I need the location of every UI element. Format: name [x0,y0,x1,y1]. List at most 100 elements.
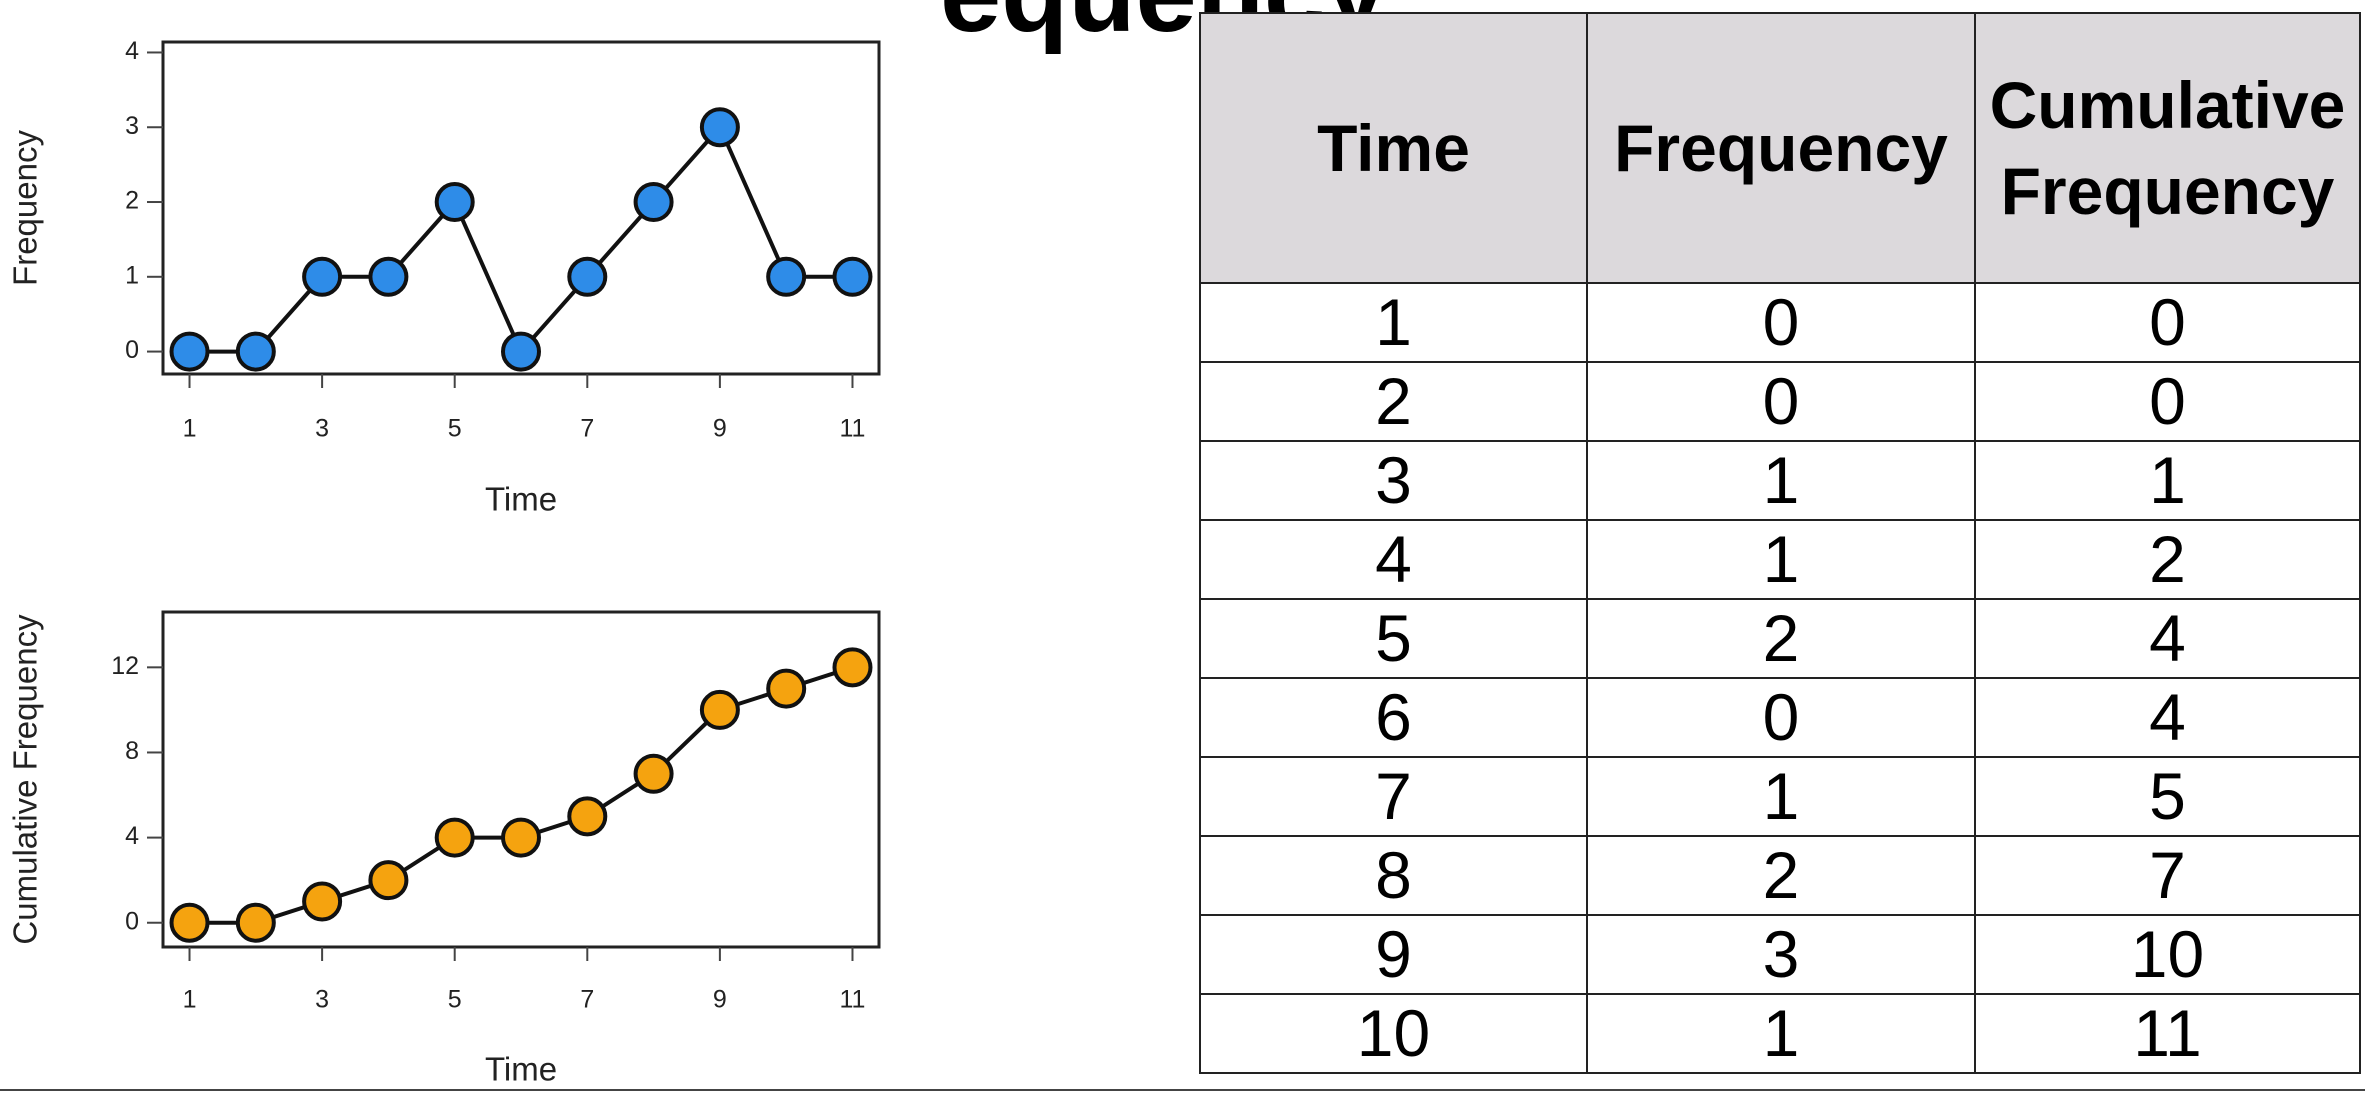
x-axis-label: Time [485,481,557,518]
y-tick-label: 2 [125,187,139,215]
table-cell: 1 [1974,440,2361,521]
table-cell: 0 [1586,282,1976,363]
line [189,123,853,356]
point [169,331,210,372]
table-cell: 2 [1199,361,1588,442]
x-tick-label: 7 [580,986,594,1014]
x-tick-label: 11 [840,986,866,1014]
point [434,817,475,858]
table-cell: 0 [1586,361,1976,442]
table-cell: 3 [1199,440,1588,521]
point [368,256,409,297]
table-cell: 10 [1974,914,2361,995]
table-cell: 6 [1199,677,1588,758]
x-tick-label: 1 [183,986,197,1014]
point [501,817,541,858]
x-tick-label: 5 [448,986,462,1014]
y-axis-label: Cumulative Frequency [7,614,44,945]
x-axis-label: Time [485,1051,557,1088]
table-cell: 10 [1199,993,1588,1074]
table-cell: 1 [1199,282,1588,363]
table-cell: 8 [1199,835,1588,916]
y-tick-label: 1 [125,261,139,289]
header-row: Time Frequency Cumulative Frequency [1199,12,2361,284]
y-tick-label: 3 [125,112,139,140]
table-cell: 11 [1974,993,2361,1074]
table-row: 10 1 11 [1199,993,2361,1074]
plot-frame [161,40,881,376]
table-cell: 5 [1974,756,2361,837]
x-tick-label: 7 [580,415,594,443]
point [302,881,343,922]
point [766,668,807,709]
plot-frame [161,610,881,949]
x-tick-label: 3 [315,415,329,443]
table-row: 9 3 10 [1199,914,2361,995]
point [567,256,608,297]
column-header: Cumulative Frequency [1974,12,2361,284]
table-cell: 1 [1586,756,1976,837]
point [501,331,541,372]
table-cell: 2 [1586,835,1976,916]
y-tick-label: 4 [125,37,139,65]
point [302,256,343,297]
y-tick-label: 8 [125,737,139,765]
point [169,902,210,943]
table-body: 1 0 0 2 0 0 3 1 1 4 1 2 5 2 4 6 0 4 7 1 5 8 2 7 9 3 10 10 1 11 [1199,282,2361,1074]
point [235,902,276,943]
y-tick-label: 4 [125,822,139,850]
point [832,256,873,297]
point [434,182,475,223]
x-tick-label: 11 [840,415,866,443]
y-axis-label: Frequency [7,130,44,286]
point [368,860,409,901]
column-header: Frequency [1586,12,1976,284]
table-cell: 4 [1199,519,1588,600]
point [699,107,740,148]
bottom-border [0,1089,2365,1091]
point [235,331,276,372]
point [567,796,608,837]
table-cell: 0 [1974,361,2361,442]
table-cell: 1 [1586,440,1976,521]
point [633,182,674,223]
x-tick-label: 9 [713,415,727,443]
table-cell: 3 [1586,914,1976,995]
x-tick-label: 5 [448,415,462,443]
table-cell: 9 [1199,914,1588,995]
point [633,753,674,794]
table-cell: 2 [1974,519,2361,600]
table-cell: 4 [1974,598,2361,679]
point [832,647,873,688]
point [699,689,740,730]
y-tick-label: 12 [111,652,139,680]
table-cell: 4 [1974,677,2361,758]
y-tick-label: 0 [125,907,139,935]
table-cell: 1 [1586,519,1976,600]
table-cell: 0 [1586,677,1976,758]
line [189,665,854,925]
table-cell: 5 [1199,598,1588,679]
x-tick-label: 3 [315,986,329,1014]
point [766,256,807,297]
column-header: Time [1199,12,1588,284]
x-tick-label: 9 [713,986,727,1014]
table-cell: 0 [1974,282,2361,363]
table-cell: 7 [1199,756,1588,837]
table-cell: 7 [1974,835,2361,916]
x-tick-label: 1 [183,415,197,443]
table-cell: 1 [1586,993,1976,1074]
y-tick-label: 0 [125,336,139,364]
table-cell: 2 [1586,598,1976,679]
